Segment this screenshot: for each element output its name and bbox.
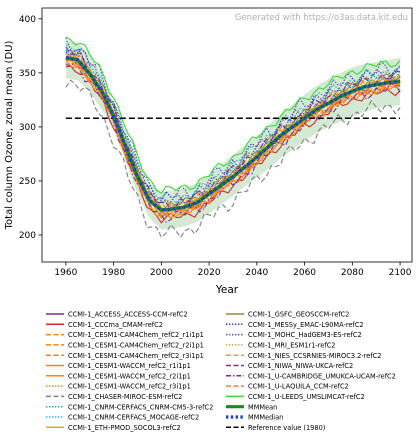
plot-frame [41, 7, 413, 263]
legend-label: CCMI-1_CESM1-CAM4Chem_refC2_r2i1p1 [68, 342, 204, 350]
ensemble-spread-band [65, 40, 401, 230]
y-tick-label: 350 [19, 69, 36, 79]
model-series-line [65, 36, 401, 194]
legend: CCMI-1_ACCESS_ACCESS-CCM-refC2 CCMI-1_CCC… [46, 311, 396, 432]
legend-label: CCMI-1_CESM1-CAM4Chem_refC2_r1i1p1 [68, 331, 204, 339]
x-tick-label: 2020 [198, 268, 221, 278]
model-series-line [65, 61, 401, 223]
legend-label: CCMI-1_CESM1-CAM4Chem_refC2_r3i1p1 [68, 352, 204, 360]
legend-label: CCMI-1_CNRM-CERFACS_MOCAGE-refC2 [68, 414, 199, 422]
legend-label: CCMI-1_U-LAQUILA_CCM-refC2 [248, 383, 349, 391]
x-tick-label: 2080 [341, 268, 364, 278]
legend-label: CCMI-1_U-CAMBRIDGE_UMUKCA-UCAM-refC2 [248, 372, 396, 380]
x-tick-label: 2040 [245, 268, 268, 278]
x-tick-label: 2000 [150, 268, 173, 278]
legend-label: MMMean [248, 403, 277, 411]
legend-label: CCMI-1_CESM1-WACCM_refC2_r1i1p1 [68, 362, 191, 370]
legend-label: CCMI-1_ACCESS_ACCESS-CCM-refC2 [68, 311, 188, 319]
y-tick-label: 300 [19, 123, 36, 133]
x-axis-ticks: 1960 1980 2000 2020 2040 2060 2080 2100 [54, 262, 412, 278]
x-tick-label: 2060 [293, 268, 316, 278]
y-tick-label: 200 [19, 231, 36, 241]
legend-label: CCMI-1_GSFC_GEOSCCM-refC2 [248, 311, 349, 319]
legend-label: CCMI-1_CHASER-MIROC-ESM-refC2 [68, 393, 182, 401]
legend-label: CCMI-1_CCCma_CMAM-refC2 [68, 321, 163, 329]
y-tick-label: 250 [19, 177, 36, 187]
model-series-line [65, 49, 401, 205]
legend-label: CCMI-1_MRI_ESM1r1-refC2 [248, 342, 336, 350]
y-tick-label: 400 [19, 15, 36, 25]
legend-label: Reference value (1980) [248, 424, 325, 432]
y-axis-label: Total column Ozone, zonal mean (DU) [4, 41, 15, 231]
legend-label: CCMI-1_NIES_CCSRNIES-MIROC3.2-refC2 [248, 352, 381, 360]
legend-label: CCMI-1_MESSy_EMAC-L90MA-refC2 [248, 321, 364, 329]
y-axis-ticks: 200 250 300 350 400 [19, 15, 42, 241]
legend-label: CCMI-1_CESM1-WACCM_refC2_r2i1p1 [68, 372, 191, 380]
plot-area [41, 7, 413, 263]
x-tick-label: 1980 [102, 268, 125, 278]
watermark: Generated with https://o3as.data.kit.edu [235, 13, 408, 23]
legend-label: CCMI-1_CESM1-WACCM_refC2_r3i1p1 [68, 383, 191, 391]
legend-label: CCMI-1_NIWA_NIWA-UKCA-refC2 [248, 362, 353, 370]
x-axis-label: Year [215, 284, 239, 296]
legend-label: CCMI-1_MOHC_HadGEM3-ES-refC2 [248, 331, 362, 339]
x-tick-label: 2100 [389, 268, 412, 278]
legend-label: CCMI-1_ETH-PMOD_SOCOL3-refC2 [68, 424, 181, 432]
legend-label: CCMI-1_CNRM-CERFACS_CNRM-CM5-3-refC2 [68, 403, 213, 411]
x-tick-label: 1960 [54, 268, 77, 278]
model-series-line [65, 37, 401, 205]
legend-label: MMMedian [248, 414, 283, 422]
model-series-line [65, 79, 401, 239]
mmmedian-line [65, 56, 401, 212]
legend-label: CCMI-1_U-LEEDS_UMSLIMCAT-refC2 [248, 393, 365, 401]
